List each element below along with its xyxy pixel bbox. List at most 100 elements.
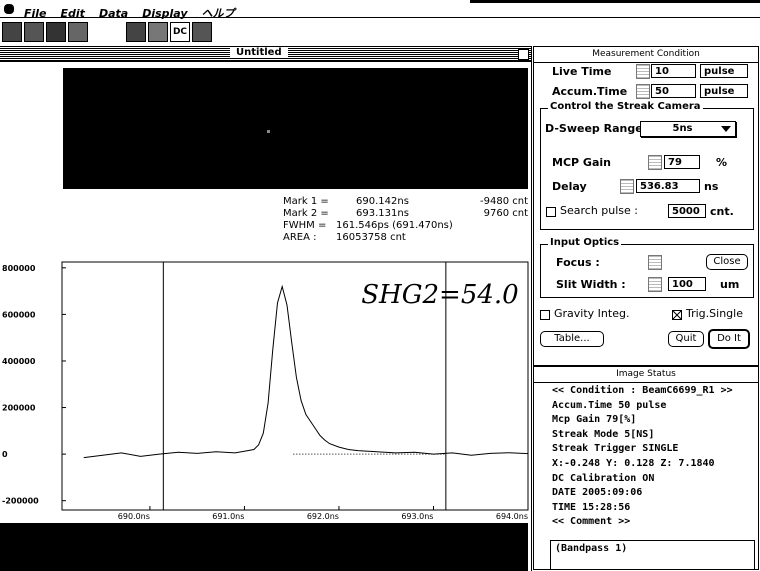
focus-button[interactable]: Close xyxy=(706,254,748,270)
x-tick-label: 694.0ns xyxy=(496,512,528,521)
field-label: MCP Gain xyxy=(552,156,611,169)
apple-icon[interactable] xyxy=(4,4,14,14)
checkbox[interactable] xyxy=(540,310,550,320)
table-button[interactable]: Table... xyxy=(540,331,604,347)
tool-button[interactable] xyxy=(68,22,88,42)
marker-label: Mark 2 = xyxy=(283,208,329,219)
menu-item[interactable]: Display xyxy=(142,7,188,20)
accum-time-field[interactable]: 50 xyxy=(651,84,696,98)
checkbox[interactable] xyxy=(546,207,556,217)
field-label: Delay xyxy=(552,180,587,193)
tool-button[interactable] xyxy=(126,22,146,42)
menu-edge xyxy=(470,0,760,3)
checkbox-label: Trig.Single xyxy=(686,307,743,320)
marker-count: 9760 cnt xyxy=(483,208,528,219)
popup-arrow xyxy=(721,126,731,132)
x-tick-label: 690.0ns xyxy=(118,512,150,521)
tool-button[interactable] xyxy=(24,22,44,42)
status-line: Streak Trigger SINGLE xyxy=(552,443,679,455)
stepper[interactable] xyxy=(620,179,634,194)
delay-field[interactable]: 536.83 xyxy=(636,179,700,193)
handwritten-annotation: SHG2=54.0 xyxy=(361,280,518,310)
marker-count: -9480 cnt xyxy=(480,196,528,207)
stepper[interactable] xyxy=(636,84,650,99)
quit-button[interactable]: Quit xyxy=(668,331,704,347)
status-line: << Condition : BeamC6699_R1 >> xyxy=(552,385,733,396)
popup-value: 5ns xyxy=(672,123,693,134)
group-title: Input Optics xyxy=(548,237,622,248)
menu-item[interactable]: Edit xyxy=(60,7,85,20)
unit: cnt. xyxy=(710,205,734,218)
field-label: D-Sweep Range xyxy=(545,122,643,135)
stepper[interactable] xyxy=(648,255,662,270)
x-tick-label: 693.0ns xyxy=(401,512,433,521)
stepper[interactable] xyxy=(648,277,662,292)
menu-item[interactable]: File xyxy=(24,7,47,20)
y-tick-label: 600000 xyxy=(2,310,36,319)
tool-button[interactable] xyxy=(2,22,22,42)
y-tick-label: 200000 xyxy=(2,404,36,413)
spectrum-line xyxy=(83,284,529,459)
status-line: Streak Mode 5[NS] xyxy=(552,428,655,440)
plot-frame xyxy=(61,261,529,511)
comment-text: (Bandpass 1) xyxy=(555,543,628,554)
toolbar: DC xyxy=(2,22,222,42)
unit: um xyxy=(720,278,740,291)
unit: pulse xyxy=(700,64,748,78)
fwhm-value: 161.546ps (691.470ns) xyxy=(336,220,453,231)
tool-button[interactable] xyxy=(192,22,212,42)
chart: 800000 600000 400000 200000 0 -200000 690.0ns 6… xyxy=(2,261,529,521)
mcp-field[interactable]: 79 xyxy=(664,155,700,169)
check-mark xyxy=(673,311,681,319)
marker-label: AREA : xyxy=(283,232,317,243)
live-time-field[interactable]: 10 xyxy=(651,64,696,78)
unit: ns xyxy=(704,180,719,193)
field-label: Slit Width : xyxy=(556,278,626,291)
x-tick-label: 692.0ns xyxy=(307,512,339,521)
status-line: TIME 15:28:56 xyxy=(552,501,631,513)
panel-title: Image Status xyxy=(534,367,758,383)
marker-label: Mark 1 = xyxy=(283,196,329,207)
group-title: Control the Streak Camera xyxy=(548,101,703,112)
y-tick-label: 400000 xyxy=(2,357,36,366)
field-label: Accum.Time xyxy=(552,85,628,98)
do-it-button[interactable]: Do It xyxy=(708,329,750,349)
y-tick-label: 800000 xyxy=(2,264,36,273)
slit-field[interactable]: 100 xyxy=(668,277,706,291)
marker-label: FWHM = xyxy=(283,220,327,231)
checkbox-label: Gravity Integ. xyxy=(554,307,630,320)
menu-items: File Edit Data Display ヘルプ xyxy=(24,2,249,21)
marker-value: 690.142ns xyxy=(356,196,409,207)
field-label: Live Time xyxy=(552,65,612,78)
field-label: Focus : xyxy=(556,256,600,269)
optics-group xyxy=(540,244,754,298)
menu-bar: File Edit Data Display ヘルプ xyxy=(0,0,760,21)
comment-box: (Bandpass 1) xyxy=(550,540,755,570)
status-line: Mcp Gain 79[%] xyxy=(552,414,637,426)
sweep-popup[interactable]: 5ns xyxy=(640,121,736,137)
tool-button[interactable] xyxy=(148,22,168,42)
status-line: DC Calibration ON xyxy=(552,472,655,484)
tool-button[interactable] xyxy=(46,22,66,42)
window-title: Untitled xyxy=(230,47,288,58)
area-value: 16053758 cnt xyxy=(336,232,406,243)
stepper[interactable] xyxy=(648,155,662,170)
stepper[interactable] xyxy=(636,64,650,79)
dc-button[interactable]: DC xyxy=(170,22,190,42)
marker-value: 693.131ns xyxy=(356,208,409,219)
panel-title: Measurement Condition xyxy=(534,47,758,63)
unit: pulse xyxy=(700,84,748,98)
menu-item[interactable]: ヘルプ xyxy=(201,7,235,20)
checkbox-label: Search pulse : xyxy=(560,204,638,217)
status-line: Accum.Time 50 pulse xyxy=(552,399,667,411)
x-tick-label: 691.0ns xyxy=(212,512,244,521)
zoom-box[interactable] xyxy=(518,49,529,60)
menu-item[interactable]: Data xyxy=(98,7,129,20)
search-field[interactable]: 5000 xyxy=(668,204,706,218)
streak-image xyxy=(63,68,528,189)
status-line: X:-0.248 Y: 0.128 Z: 7.1840 xyxy=(552,458,715,469)
image-spot xyxy=(267,130,270,133)
y-tick-label: 0 xyxy=(2,450,8,459)
checkbox-checked[interactable] xyxy=(672,310,682,320)
